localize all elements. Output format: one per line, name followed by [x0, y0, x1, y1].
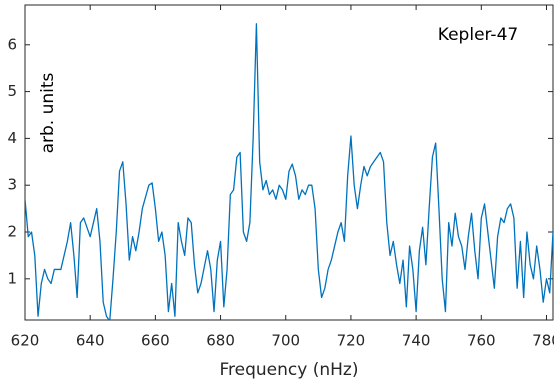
y-tick-label: 3: [7, 176, 17, 194]
y-tick-label: 2: [7, 223, 17, 241]
x-tick-label: 740: [402, 332, 431, 350]
y-axis-label: arb. units: [38, 72, 58, 153]
x-tick-label: 700: [271, 332, 300, 350]
x-tick-label: 780: [532, 332, 554, 350]
x-tick-label: 760: [467, 332, 496, 350]
annotation: Kepler-47: [438, 25, 518, 45]
x-tick-label: 620: [11, 332, 40, 350]
x-axis-label: Frequency (nHz): [220, 360, 359, 380]
x-tick-label: 640: [76, 332, 105, 350]
x-tick-label: 720: [337, 332, 366, 350]
y-tick-label: 6: [7, 35, 17, 53]
x-tick-label: 660: [141, 332, 170, 350]
y-tick-label: 5: [7, 82, 17, 100]
axes-box: [24, 4, 554, 321]
y-tick-label: 4: [7, 129, 17, 147]
y-tick-label: 1: [7, 269, 17, 287]
data-line: [25, 23, 553, 320]
x-tick-label: 680: [206, 332, 235, 350]
